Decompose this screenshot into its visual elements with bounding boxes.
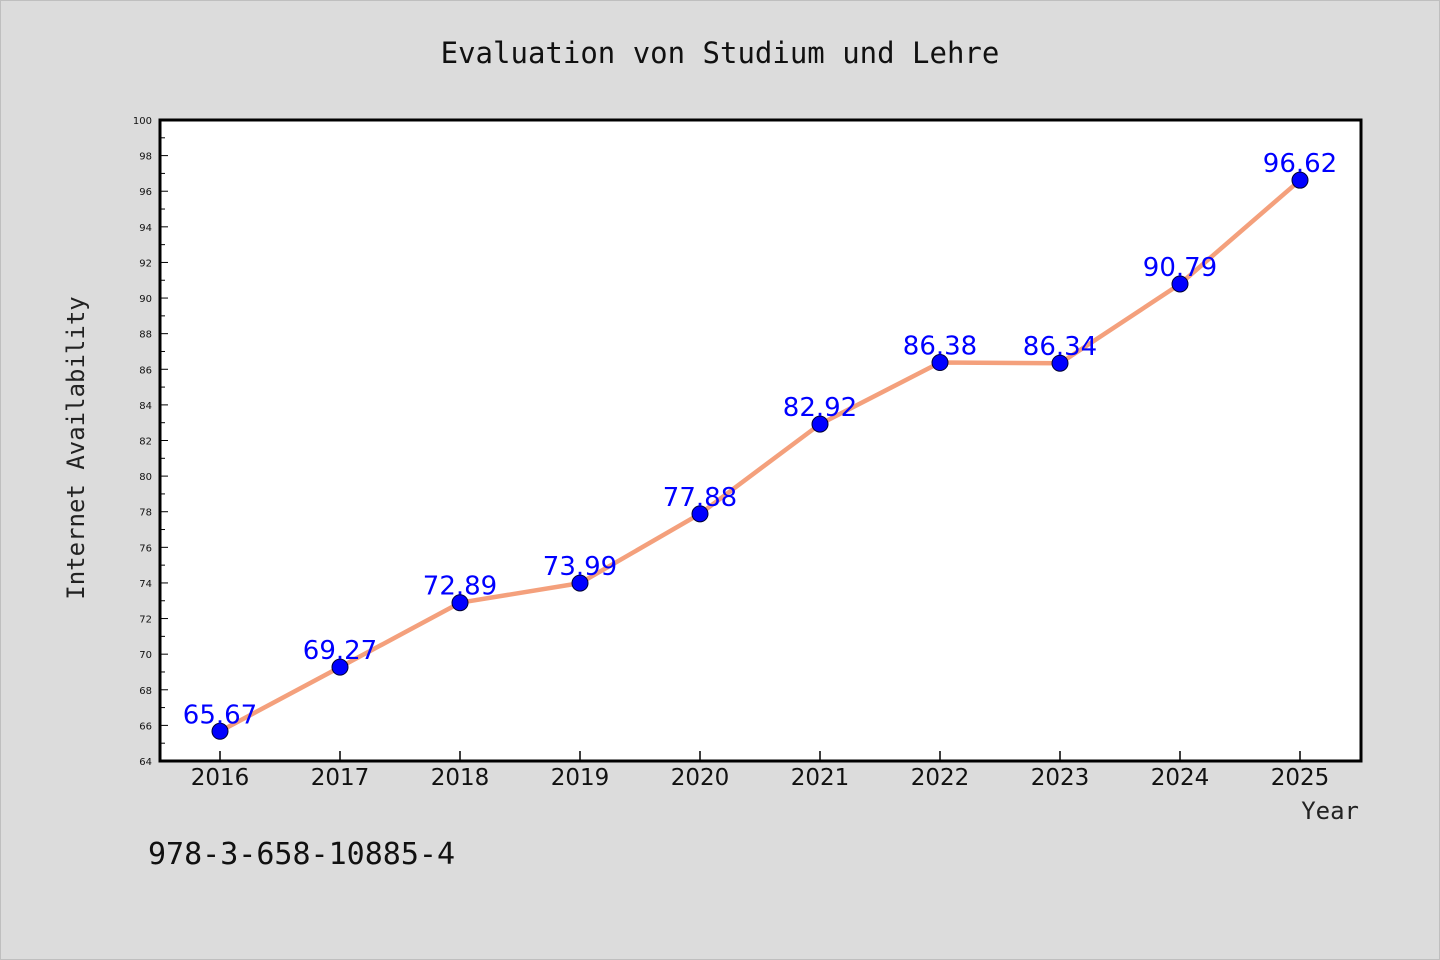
data-point (211, 722, 229, 740)
x-axis: 2016 2017 2018 2019 2020 2021 2022 2023 2024 2025 (191, 751, 1330, 791)
data-label: 96.62 (1263, 149, 1337, 179)
y-tick-label: 78 (139, 508, 152, 519)
y-tick-label: 80 (139, 472, 152, 483)
y-tick-label: 98 (139, 152, 152, 163)
series-line (217, 177, 1303, 734)
data-point (1291, 171, 1309, 189)
data-point (451, 594, 469, 612)
data-label: 69.27 (303, 636, 377, 666)
data-point (331, 658, 349, 676)
y-axis-title: Internet Availability (62, 296, 90, 599)
y-tick-label: 86 (139, 365, 152, 376)
data-label: 86.34 (1023, 332, 1097, 362)
data-point (691, 505, 709, 523)
y-tick-label: 94 (139, 223, 152, 234)
x-tick-label: 2025 (1271, 765, 1330, 791)
y-tick-label: 82 (139, 437, 152, 448)
x-tick-label: 2023 (1031, 765, 1090, 791)
y-tick-label: 84 (139, 401, 152, 412)
series-line-group: 65.67 69.27 72.89 73.99 77.88 82.92 86.38 86.34… (183, 149, 1337, 740)
y-tick-label: 100 (133, 116, 152, 127)
y-tick-label: 68 (139, 686, 152, 697)
chart-title: Evaluation von Studium und Lehre (441, 36, 1000, 70)
y-tick-label: 72 (139, 615, 152, 626)
x-tick-label: 2016 (191, 765, 250, 791)
x-tick-label: 2022 (911, 765, 970, 791)
y-tick-label: 76 (139, 543, 152, 554)
y-tick-label: 88 (139, 330, 152, 341)
data-label: 90.79 (1143, 253, 1217, 283)
x-tick-label: 2018 (431, 765, 490, 791)
data-point (811, 415, 829, 433)
footer-isbn: 978-3-658-10885-4 (148, 837, 455, 872)
x-tick-label: 2020 (671, 765, 730, 791)
data-point (571, 574, 589, 592)
x-axis-title: Year (1301, 797, 1359, 825)
data-point (931, 354, 949, 372)
data-label: 82.92 (783, 393, 857, 423)
y-tick-label: 66 (139, 721, 152, 732)
data-label: 86.38 (903, 332, 977, 362)
y-tick-label: 74 (139, 579, 152, 590)
y-tick-label: 64 (139, 757, 152, 768)
x-tick-label: 2017 (311, 765, 370, 791)
y-tick-label: 92 (139, 258, 152, 269)
x-tick-label: 2021 (791, 765, 850, 791)
x-tick-label: 2024 (1151, 765, 1210, 791)
data-label: 77.88 (663, 483, 737, 513)
y-tick-label: 90 (139, 294, 152, 305)
data-point (1051, 354, 1069, 372)
data-point (1171, 275, 1189, 293)
data-label: 65.67 (183, 700, 257, 730)
data-label: 72.89 (423, 572, 497, 602)
y-tick-label: 70 (139, 650, 152, 661)
y-axis: 64 66 68 70 72 74 76 78 80 82 84 86 88 90 92 94 96 98 100 (133, 116, 168, 768)
data-label: 73.99 (543, 552, 617, 582)
y-tick-label: 96 (139, 187, 152, 198)
x-tick-label: 2019 (551, 765, 610, 791)
